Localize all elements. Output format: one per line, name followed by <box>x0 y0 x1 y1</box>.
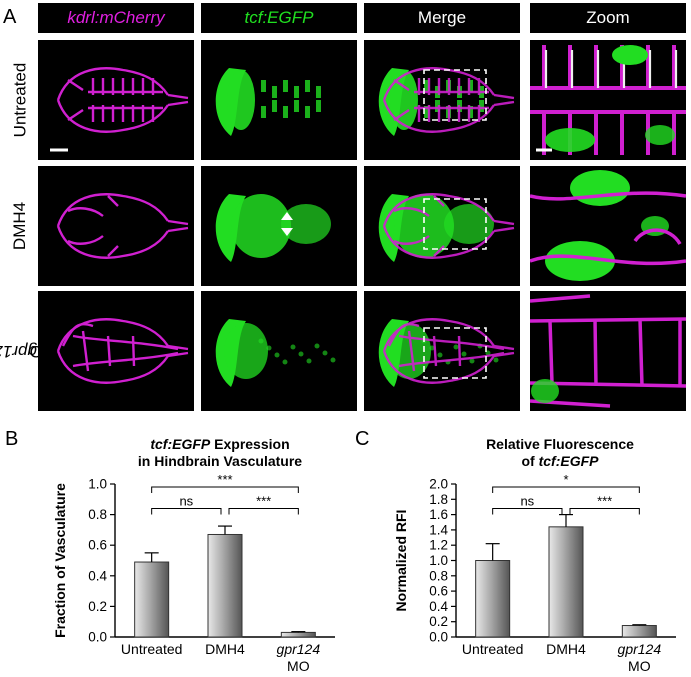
chart-b-category-label: gpr124 <box>277 641 321 657</box>
chart-b-category-label: DMH4 <box>205 641 245 657</box>
row-label-untreated-text: Untreated <box>10 62 30 138</box>
panel-a-letter: A <box>3 6 17 28</box>
row-label-gpr124: gpr124 MO <box>0 291 56 411</box>
chart-c-ylabel: Normalized RFI <box>393 510 409 612</box>
row-label-dmh4-text: DMH4 <box>10 201 30 251</box>
row-label-dmh4: DMH4 <box>6 166 34 286</box>
chart-b-ytick-label: 0.2 <box>88 599 107 614</box>
col-header-tcf-label: tcf:EGFP <box>244 8 314 27</box>
chart-b-ytick-label: 0.4 <box>88 568 107 583</box>
image-untreated-kdrl <box>38 40 194 160</box>
chart-c-ytick-label: 0.0 <box>429 630 448 645</box>
panel-c-title-prefix: of <box>521 453 539 469</box>
chart-b-sig-label: *** <box>256 493 271 508</box>
col-header-zoom-label: Zoom <box>586 8 630 27</box>
image-dmh4-tcf <box>201 166 357 286</box>
col-header-kdrl: kdrl:mCherry <box>38 3 194 33</box>
image-dmh4-zoom <box>530 166 686 286</box>
chart-c-bar <box>621 625 657 638</box>
chart-c-ytick-label: 0.2 <box>429 614 448 629</box>
image-untreated-zoom <box>530 40 686 160</box>
panel-b-title-line2: in Hindbrain Vasculature <box>137 453 303 469</box>
chart-c-ytick-label: 2.0 <box>429 477 448 492</box>
chart-c-sig-label: * <box>563 472 568 487</box>
chart-b: 0.0 0.2 0.4 0.6 0.8 1.0 Fraction of Vasculatur… <box>52 472 335 674</box>
chart-c-sig-bracket <box>492 486 640 493</box>
image-gpr124-tcf <box>201 291 357 411</box>
chart-b-sig-label: *** <box>217 472 232 487</box>
image-gpr124-merge <box>364 291 520 411</box>
image-untreated-tcf <box>201 40 357 160</box>
chart-c-category-label: MO <box>628 658 651 674</box>
chart-c-bar <box>548 526 584 638</box>
chart-b-bar <box>207 533 243 638</box>
row-label-gpr124-text: gpr124 MO <box>0 325 56 378</box>
panel-c-title-line1: Relative Fluorescence <box>486 436 634 452</box>
chart-b-ytick-label: 0.8 <box>88 507 107 522</box>
chart-c-ytick-label: 0.4 <box>429 599 448 614</box>
chart-b-bar <box>280 631 316 638</box>
chart-c-ytick-label: 1.8 <box>429 492 448 507</box>
chart-c-ytick-label: 0.8 <box>429 568 448 583</box>
chart-b-sig-bracket <box>151 507 222 515</box>
chart-c-sig-label: ns <box>520 493 534 508</box>
chart-b-ytick-label: 1.0 <box>88 477 107 492</box>
chart-b-sig-bracket <box>228 507 299 515</box>
arrowhead-markers <box>281 212 293 236</box>
image-untreated-merge <box>364 40 520 160</box>
panel-b-title-italic: tcf:EGFP <box>150 436 211 452</box>
chart-c: 0.00.20.40.60.81.01.21.41.61.82.0 Normali… <box>393 472 676 674</box>
chart-c-category-label: gpr124 <box>618 641 662 657</box>
chart-b-category-label: MO <box>287 658 310 674</box>
image-gpr124-kdrl <box>38 291 194 411</box>
panel-b-title: tcf:EGFP Expression in Hindbrain Vascula… <box>100 436 340 470</box>
chart-c-ytick-label: 1.6 <box>429 507 448 522</box>
chart-b-sig-bracket <box>151 486 299 493</box>
panel-b-letter: B <box>5 428 19 450</box>
chart-b-sig-label: ns <box>179 493 193 508</box>
chart-c-ytick-label: 1.4 <box>429 522 448 537</box>
chart-b-bar <box>134 561 170 638</box>
chart-c-sig-label: *** <box>597 493 612 508</box>
chart-b-ytick-label: 0.0 <box>88 630 107 645</box>
image-dmh4-kdrl <box>38 166 194 286</box>
chart-c-category-label: DMH4 <box>546 641 586 657</box>
image-gpr124-zoom <box>530 291 686 411</box>
chart-b-category-label: Untreated <box>121 641 182 657</box>
panel-c-letter: C <box>355 428 370 450</box>
row-label-untreated: Untreated <box>6 40 34 160</box>
image-dmh4-merge <box>364 166 520 286</box>
chart-c-bar <box>475 560 511 638</box>
panel-c-title: Relative Fluorescence of tcf:EGFP <box>440 436 680 470</box>
panel-c-title-italic: tcf:EGFP <box>538 453 599 469</box>
col-header-merge-label: Merge <box>417 8 467 27</box>
chart-c-ytick-label: 0.6 <box>429 584 448 599</box>
chart-c-category-label: Untreated <box>462 641 523 657</box>
col-header-zoom: Zoom <box>530 3 686 33</box>
chart-c-sig-bracket <box>569 507 640 515</box>
chart-b-ytick-label: 0.6 <box>88 538 107 553</box>
col-header-tcf: tcf:EGFP <box>201 3 357 33</box>
chart-c-sig-bracket <box>492 507 563 515</box>
chart-b-ylabel: Fraction of Vasculature <box>52 483 68 638</box>
chart-c-ytick-label: 1.2 <box>429 538 448 553</box>
panel-b-title-rest: Expression <box>210 436 290 452</box>
chart-c-ytick-label: 1.0 <box>429 553 448 568</box>
col-header-kdrl-label: kdrl:mCherry <box>67 8 165 27</box>
col-header-merge: Merge <box>364 3 520 33</box>
